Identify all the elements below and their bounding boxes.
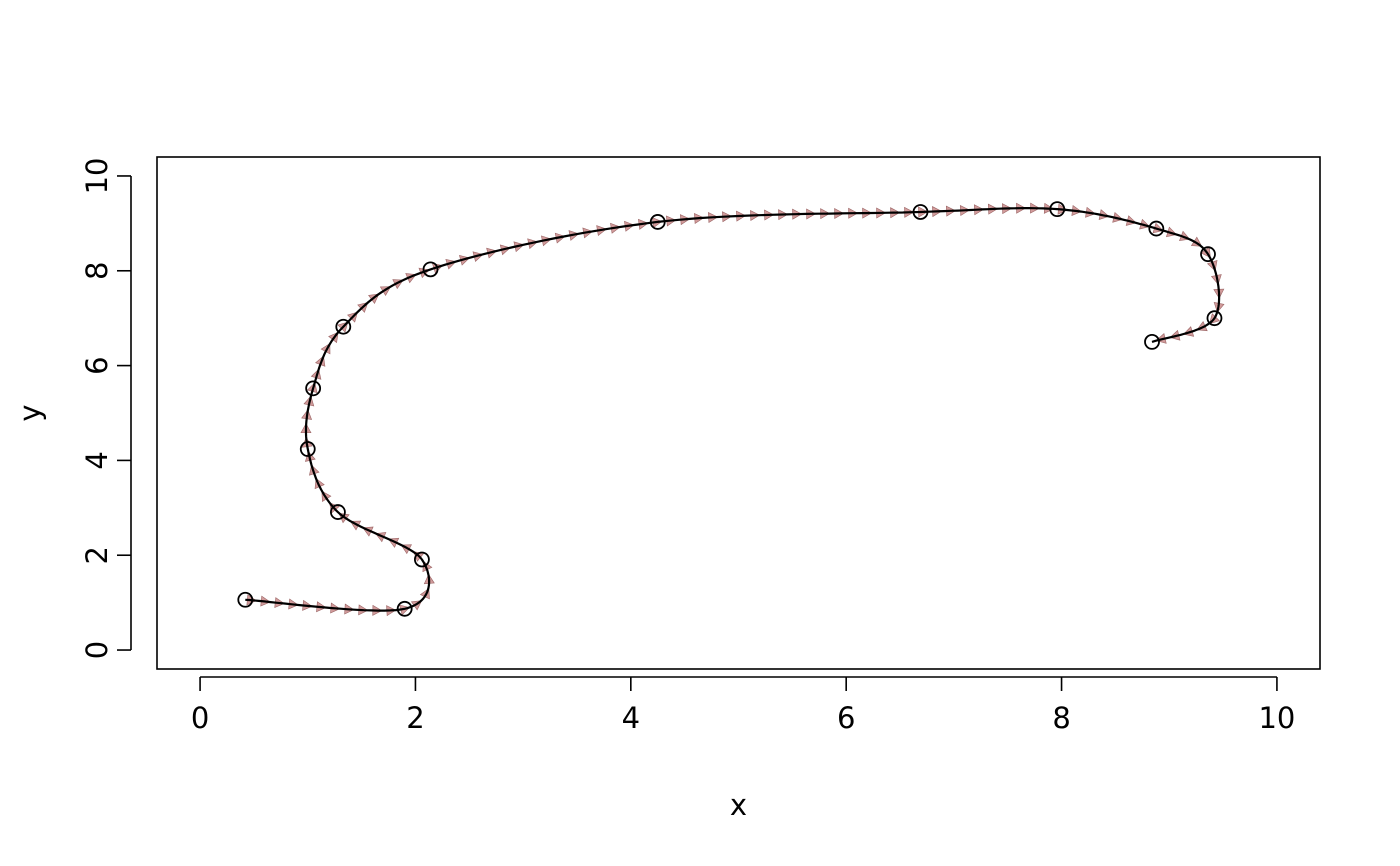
y-tick-label: 6 [80, 356, 114, 374]
data-point [1206, 310, 1223, 327]
data-point [237, 591, 254, 608]
direction-arrows [246, 202, 1225, 617]
data-point [912, 204, 929, 220]
y-tick-label: 0 [80, 641, 114, 659]
x-tick-label: 10 [1258, 701, 1295, 735]
data-point [1049, 201, 1066, 218]
data-point [330, 504, 346, 520]
plot-frame [156, 156, 1321, 670]
data-point [649, 214, 666, 230]
data-point [299, 441, 316, 457]
data-point [1144, 333, 1160, 350]
x-tick-label: 0 [191, 701, 209, 735]
x-axis: 0 2 4 6 8 10 [191, 676, 1295, 735]
data-point [305, 380, 322, 397]
y-axis: 0 2 4 6 8 10 [80, 158, 132, 659]
data-points [237, 201, 1223, 617]
y-tick-label: 2 [80, 546, 114, 564]
data-point [422, 261, 439, 278]
data-point [396, 600, 413, 617]
y-tick-label: 10 [80, 158, 114, 195]
data-point [1200, 246, 1216, 263]
x-tick-label: 6 [837, 701, 855, 735]
data-point [414, 551, 430, 568]
y-tick-label: 8 [80, 262, 114, 280]
data-point [1148, 220, 1165, 237]
data-point [335, 318, 352, 335]
y-tick-label: 4 [80, 451, 114, 469]
x-tick-label: 2 [406, 701, 424, 735]
y-axis-label: y [13, 404, 47, 421]
x-axis-label: x [730, 788, 747, 822]
spline-curve [245, 207, 1221, 612]
x-tick-label: 4 [622, 701, 640, 735]
x-tick-label: 8 [1052, 701, 1070, 735]
